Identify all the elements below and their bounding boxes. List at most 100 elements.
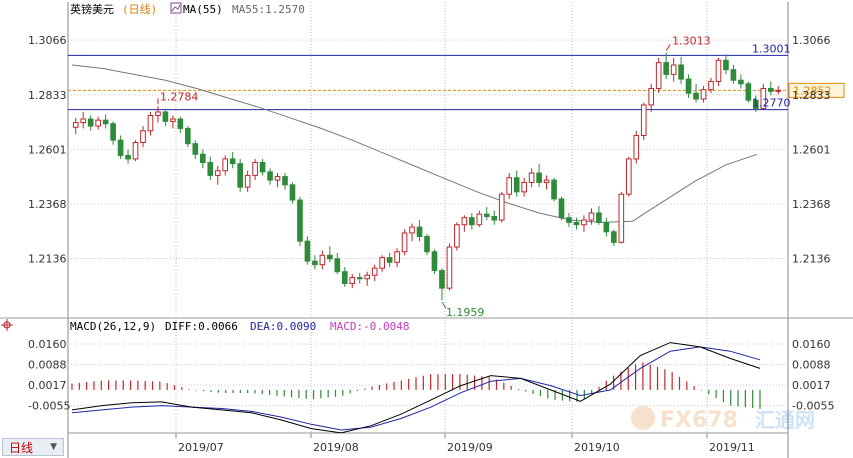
chevron-down-icon: ▼ [50, 442, 57, 452]
candle-down [237, 163, 243, 188]
x-tick-label: 2019/10 [574, 441, 620, 454]
price-y-tick-right: 1.3066 [792, 34, 831, 47]
candle-down [431, 251, 438, 272]
macd-y-tick-left: 0.0017 [28, 379, 67, 392]
macd-y-tick-right: -0.0055 [792, 400, 834, 413]
candle-down [341, 271, 348, 284]
symbol-label: 英镑美元 [70, 2, 114, 16]
ma-legend-glyph [171, 4, 181, 12]
period-label: (日线) [122, 2, 157, 16]
watermark-sub: 汇通网 [755, 408, 815, 432]
candle-up [170, 118, 176, 122]
candle-down [723, 59, 729, 71]
macd-histogram [71, 362, 761, 409]
macd-y-tick-left: 0.0160 [28, 338, 67, 351]
candle-up [461, 217, 468, 226]
candle-up [446, 246, 453, 289]
candle-down [603, 221, 610, 233]
candle-down [469, 217, 475, 226]
candle-down [229, 158, 236, 165]
candle-down [87, 118, 94, 127]
candle-down [693, 92, 699, 100]
candle-up [588, 212, 595, 221]
candlestick-series [72, 52, 782, 301]
candle-down [678, 64, 684, 80]
dea-line [71, 346, 761, 431]
candle-down [738, 79, 744, 85]
candle-up [252, 161, 258, 176]
candle-up [543, 179, 550, 183]
macd-y-tick-left: -0.0055 [28, 400, 70, 413]
macd-y-tick-right: 0.0017 [792, 379, 831, 392]
price-y-tick-right: 1.2601 [792, 143, 831, 156]
candle-down [767, 87, 774, 92]
candle-up [140, 130, 146, 144]
macd-value-label: MACD:-0.0048 [330, 320, 409, 333]
candle-down [327, 254, 333, 260]
candle-down [513, 177, 520, 193]
candle-up [155, 111, 161, 116]
watermark-logo: FX678 汇通网 [631, 406, 815, 433]
level-label-upper: 1.3001 [752, 42, 791, 55]
candle-up [319, 254, 326, 266]
candle-down [185, 127, 191, 145]
candle-up [506, 177, 513, 195]
price-horizontal-lines [68, 54, 788, 111]
ma-legend-label: MA(55) [183, 3, 223, 16]
candle-down [439, 270, 445, 289]
candle-down [573, 221, 580, 226]
annotation-high-1: 1.2784 [160, 90, 199, 103]
candle-down [611, 231, 617, 243]
candle-down [685, 78, 692, 94]
diff-line [71, 342, 761, 434]
ma-series [71, 64, 758, 223]
period-selector[interactable]: 日线 ▼ [2, 438, 64, 456]
ma-value-label: MA55:1.2570 [232, 3, 305, 16]
annotation-high-2: 1.3013 [672, 35, 711, 48]
candle-down [596, 212, 602, 223]
candle-up [700, 89, 707, 100]
x-axis: 2019/07 2019/08 2019/09 2019/10 2019/11 [175, 433, 755, 454]
candle-up [715, 59, 722, 82]
candle-up [214, 170, 221, 176]
macd-diff-label: DIFF:0.0066 [165, 320, 238, 333]
candle-up [371, 267, 378, 276]
candle-down [162, 111, 169, 122]
candle-up [244, 174, 251, 188]
price-header: 英镑美元 (日线) MA(55) MA55:1.2570 [70, 2, 305, 16]
candle-down [551, 179, 557, 200]
candle-down [753, 99, 759, 109]
candle-down [125, 154, 131, 160]
candle-up [633, 134, 640, 160]
x-tick-label: 2019/08 [313, 441, 359, 454]
candle-down [536, 172, 542, 183]
price-y-axis: 1.3066 1.3066 1.2833 1.2833 1.2601 1.2601 1.23… [28, 34, 831, 265]
candle-down [566, 217, 572, 223]
candle-up [625, 158, 632, 195]
candle-up [132, 142, 139, 160]
candle-up [401, 232, 408, 253]
current-price-label: 1.2852 [793, 84, 832, 97]
price-y-tick-right: 1.2136 [792, 253, 831, 266]
candle-down [356, 277, 363, 280]
macd-y-tick-right: 0.0088 [792, 359, 831, 372]
level-label-lower: 1.2770 [752, 97, 791, 110]
candle-down [102, 119, 109, 125]
current-price-box [788, 82, 845, 98]
candle-down [282, 176, 288, 186]
candle-down [730, 69, 737, 81]
macd-settings-icon[interactable] [1, 319, 13, 331]
candle-up [760, 87, 767, 109]
candle-down [192, 143, 199, 155]
candle-up [95, 119, 101, 127]
price-y-tick-right: 1.2833 [792, 89, 831, 102]
candle-up [454, 224, 460, 248]
candle-up [72, 122, 79, 128]
candle-down [259, 161, 266, 173]
annotation-tick [441, 301, 447, 309]
candle-up [274, 176, 281, 181]
macd-header: MACD(26,12,9) DIFF:0.0066 DEA:0.0090 MAC… [1, 319, 409, 333]
candle-down [491, 216, 498, 221]
